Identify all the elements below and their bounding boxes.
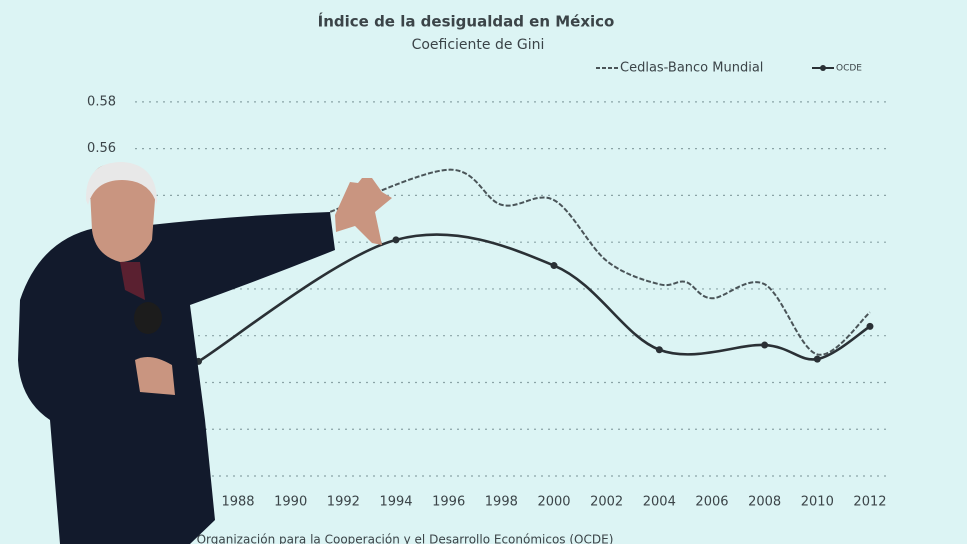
x-tick-label: 2008 [748, 495, 781, 510]
x-tick-label: 2000 [537, 495, 570, 510]
person-body [18, 212, 335, 544]
y-tick-label: 0.56 [87, 141, 116, 156]
chart-subtitle: Coeficiente de Gini [412, 37, 545, 53]
x-tick-label: 1988 [221, 495, 254, 510]
x-tick-label: 2002 [590, 495, 623, 510]
point [392, 236, 400, 244]
x-tick-label: 2004 [643, 495, 676, 510]
x-tick-label: 1992 [327, 495, 360, 510]
x-tick-label: 1998 [485, 495, 518, 510]
x-tick-label: 1994 [379, 495, 412, 510]
person-face [90, 164, 155, 262]
point [655, 346, 663, 354]
series-line [329, 168, 871, 356]
person [18, 162, 392, 544]
point [761, 341, 769, 349]
person-tie [120, 262, 145, 300]
person-hair [85, 162, 158, 205]
legend-label: Cedlas-Banco Mundial [620, 61, 763, 76]
x-tick-label: 1990 [274, 495, 307, 510]
source-note: Organización para la Cooperación y el De… [197, 533, 614, 544]
person-hand [335, 178, 392, 245]
x-tick-label: 1996 [432, 495, 465, 510]
point [813, 355, 821, 363]
legend-marker [820, 65, 826, 71]
x-tick-label: 2010 [801, 495, 834, 510]
chart-title: Índice de la desigualdad en México [318, 12, 615, 31]
series-line [197, 233, 871, 363]
microphone [134, 302, 162, 334]
x-tick-label: 2006 [695, 495, 728, 510]
point [550, 262, 558, 270]
y-tick-label: 0.58 [87, 94, 116, 109]
point [866, 322, 874, 330]
legend-label: OCDE [836, 64, 862, 74]
person-left-hand [135, 356, 175, 395]
x-tick-label: 2012 [853, 495, 886, 510]
